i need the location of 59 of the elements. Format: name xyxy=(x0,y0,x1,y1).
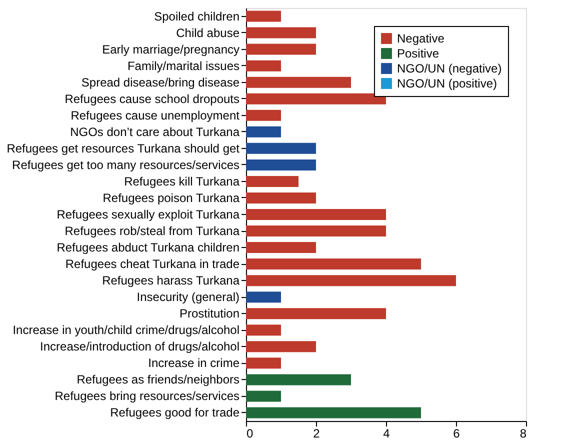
y-tick-label: Family/marital issues xyxy=(127,58,240,73)
y-tick-label: Early marriage/pregnancy xyxy=(102,42,240,56)
y-tick-label: Refugees poison Turkana xyxy=(102,190,240,205)
y-tick-label: Spoiled children xyxy=(154,9,240,24)
y-tick-label: Increase in youth/child crime/drugs/alcohol xyxy=(12,323,240,338)
y-tick-label: Increase in crime xyxy=(148,356,240,370)
bar xyxy=(246,407,421,418)
y-tick-label: Refugees rob/steal from Turkana xyxy=(64,224,240,238)
y-tick-label: Spread disease/bring disease xyxy=(81,75,240,90)
bar xyxy=(246,76,351,88)
bar xyxy=(246,44,316,55)
y-tick-label: Insecurity (general) xyxy=(136,290,240,304)
bar xyxy=(246,142,316,154)
y-tick-label: Refugees sexually exploit Turkana xyxy=(56,208,240,222)
x-tick-label: 4 xyxy=(383,426,390,440)
legend-label: Positive xyxy=(397,46,440,60)
y-tick-label: Refugees cause unemployment xyxy=(70,108,240,122)
y-tick-label: Refugees abduct Turkana children xyxy=(56,240,240,255)
x-tick-label: 6 xyxy=(453,426,460,440)
bar xyxy=(246,93,386,104)
y-tick-label: NGOs don’t care about Turkana xyxy=(70,124,240,139)
bar xyxy=(246,324,281,336)
y-tick-label: Prostitution xyxy=(179,306,240,321)
bar xyxy=(246,10,281,22)
bar xyxy=(246,176,298,187)
bar xyxy=(246,390,281,402)
legend-label: Negative xyxy=(397,32,445,46)
bar xyxy=(246,242,316,254)
bar xyxy=(246,159,316,170)
bar xyxy=(246,209,386,220)
bar xyxy=(246,358,281,369)
y-tick-label: Child abuse xyxy=(176,26,240,40)
bar xyxy=(246,226,386,237)
bar xyxy=(246,341,316,352)
bar xyxy=(246,275,456,286)
bar xyxy=(246,110,281,121)
bar xyxy=(246,374,351,386)
x-tick-label: 0 xyxy=(246,426,254,440)
y-tick-label: Refugees good for trade xyxy=(110,406,240,420)
legend-label: NGO/UN (positive) xyxy=(397,76,498,90)
y-tick-label: Refugees kill Turkana xyxy=(124,174,240,188)
y-tick-label: Refugees bring resources/services xyxy=(54,389,240,404)
y-tick-label: Increase/introduction of drugs/alcohol xyxy=(40,340,240,354)
bar xyxy=(246,258,421,270)
bar xyxy=(246,126,281,138)
y-tick-label: Refugees get resources Turkana should get xyxy=(6,141,240,156)
bar xyxy=(246,60,281,72)
y-tick-label: Refugees get too many resources/services xyxy=(12,158,240,172)
bar xyxy=(246,192,316,204)
x-tick-label: 2 xyxy=(313,426,320,440)
bar xyxy=(246,292,281,303)
x-tick-label: 8 xyxy=(520,426,527,440)
bar xyxy=(246,27,316,38)
legend-label: NGO/UN (negative) xyxy=(397,62,502,76)
y-tick-label: Refugees cause school dropouts xyxy=(64,92,240,106)
y-tick-label: Refugees cheat Turkana in trade xyxy=(65,257,240,272)
y-tick-label: Refugees as friends/neighbors xyxy=(76,372,240,387)
y-tick-label: Refugees harass Turkana xyxy=(102,274,240,288)
bar xyxy=(246,308,386,320)
